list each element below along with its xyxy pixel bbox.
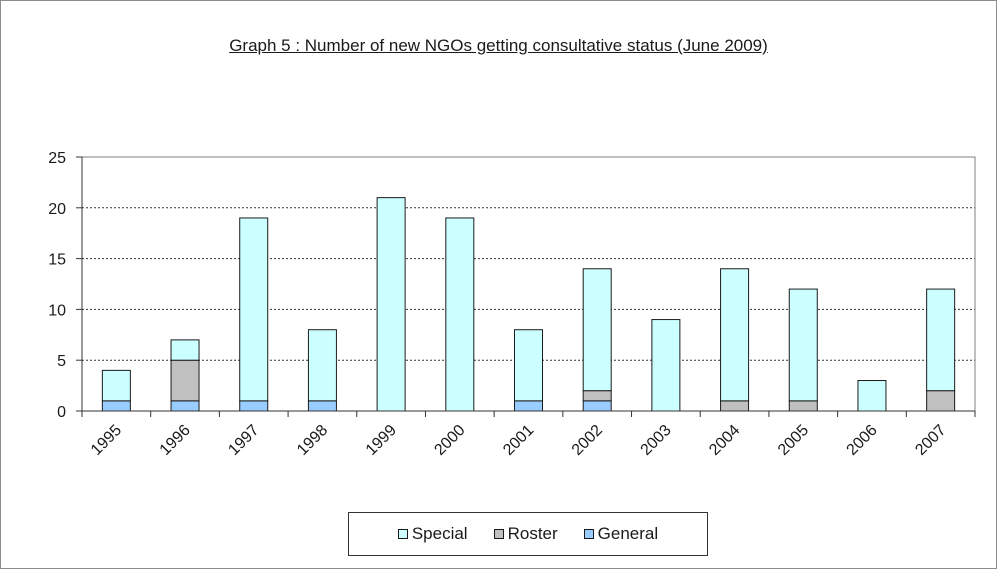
bar-special-2007 xyxy=(926,288,956,392)
y-tick-label: 25 xyxy=(48,150,66,167)
bar-special-1996 xyxy=(170,339,200,361)
x-tick-label: 1997 xyxy=(225,422,262,459)
bar-general-2001 xyxy=(514,400,543,412)
bar-roster-2002 xyxy=(582,390,612,402)
bar-special-1997 xyxy=(239,217,269,402)
x-tick-label: 1996 xyxy=(157,422,194,459)
legend-swatch-special xyxy=(397,529,408,539)
bar-special-2001 xyxy=(514,329,543,402)
bar-special-2003 xyxy=(651,319,681,412)
y-tick-label: 0 xyxy=(57,404,66,421)
chart-title: Graph 5 : Number of new NGOs getting con… xyxy=(229,36,768,55)
x-tick-label: 2007 xyxy=(912,422,949,459)
legend-item-general: General xyxy=(583,524,659,544)
legend-item-roster: Roster xyxy=(493,524,558,544)
y-tick-label: 5 xyxy=(57,353,66,370)
bar-special-1998 xyxy=(307,329,337,402)
y-tick-label: 20 xyxy=(48,201,66,218)
y-tick-label: 15 xyxy=(48,252,66,269)
bar-special-1995 xyxy=(101,369,131,402)
bar-special-2002 xyxy=(582,268,612,392)
x-tick-label: 2005 xyxy=(775,422,812,459)
bar-roster-2007 xyxy=(926,390,956,412)
chart-legend: Special Roster General xyxy=(348,512,708,556)
bar-special-1999 xyxy=(376,197,406,412)
bar-general-1998 xyxy=(307,400,337,412)
bar-roster-2004 xyxy=(720,400,750,412)
legend-swatch-roster xyxy=(493,529,504,539)
bar-general-1995 xyxy=(101,400,131,412)
x-tick-label: 2001 xyxy=(500,422,537,459)
x-tick-label: 1995 xyxy=(88,422,125,459)
bar-special-2006 xyxy=(857,380,887,412)
x-tick-label: 2006 xyxy=(844,422,881,459)
x-tick-label: 2003 xyxy=(638,422,675,459)
bar-special-2005 xyxy=(788,288,818,402)
bar-special-2004 xyxy=(720,268,750,402)
x-tick-label: 2002 xyxy=(569,422,606,459)
legend-label-special: Special xyxy=(411,524,468,543)
x-tick-label: 2000 xyxy=(431,422,468,459)
legend-item-special: Special xyxy=(397,524,468,544)
legend-label-roster: Roster xyxy=(507,524,558,543)
x-tick-label: 1999 xyxy=(363,422,400,459)
bar-general-1996 xyxy=(170,400,200,412)
x-tick-label: 2004 xyxy=(706,422,743,459)
legend-swatch-general xyxy=(583,529,594,539)
bar-roster-1996 xyxy=(170,359,200,402)
x-tick-label: 1998 xyxy=(294,422,331,459)
bar-general-1997 xyxy=(239,400,269,412)
bar-roster-2005 xyxy=(788,400,818,412)
y-tick-label: 10 xyxy=(48,302,66,319)
bar-general-2002 xyxy=(582,400,612,412)
bar-special-2000 xyxy=(445,217,475,412)
legend-label-general: General xyxy=(597,524,659,543)
